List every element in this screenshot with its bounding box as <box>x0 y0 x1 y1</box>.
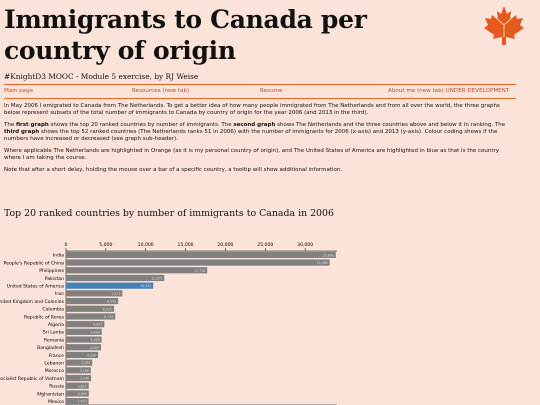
page-subtitle: #KnightD3 MOOC - Module 5 exercise, by R… <box>4 72 199 81</box>
nav-resume-link[interactable]: Resume <box>260 88 283 94</box>
category-label: India <box>53 253 64 259</box>
x-axis-top-tick-label: 30,000 <box>297 242 313 248</box>
bar <box>66 336 102 343</box>
chart-title: Top 20 ranked countries by number of imm… <box>4 208 334 219</box>
bar <box>66 290 123 297</box>
bar <box>66 382 89 389</box>
bar-value-label: 17,718 <box>194 269 205 273</box>
top20-bar-chart: 005,0005,00010,00010,00015,00015,00020,0… <box>0 242 337 405</box>
bar-value-label: 4,026 <box>87 353 96 357</box>
bar <box>66 251 336 258</box>
category-label: People's Republic of China <box>4 260 65 266</box>
bar-value-label: 4,490 <box>91 330 100 334</box>
bar-value-label: 4,393 <box>90 346 99 350</box>
bar-value-label: 3,290 <box>81 361 90 365</box>
category-label: Socialist Republic of Vietnam <box>0 376 65 382</box>
bar-value-label: 10,943 <box>140 284 151 288</box>
bar-value-label: 33,848 <box>323 253 334 257</box>
category-label: Mexico <box>48 399 64 405</box>
bar <box>66 267 208 274</box>
x-axis-top-tick-label: 20,000 <box>217 242 233 248</box>
bar-value-label: 33,080 <box>317 261 328 265</box>
bar <box>66 390 89 397</box>
bar <box>66 374 92 382</box>
main-nav: Main page Resources (new tab) Resume Abo… <box>4 88 516 96</box>
bar <box>66 344 102 351</box>
category-label: Lebanon <box>44 360 64 366</box>
category-label: Romania <box>44 337 64 343</box>
nav-resources-link[interactable]: Resources (new tab) <box>132 88 190 94</box>
bar-value-label: 3,109 <box>80 369 89 373</box>
bar-value-label: 6,178 <box>104 315 113 319</box>
maple-leaf-logo-icon <box>484 6 524 45</box>
bar-value-label: 4,468 <box>90 338 99 342</box>
bar <box>66 398 89 405</box>
bar <box>66 351 99 359</box>
bar-value-label: 2,852 <box>78 384 87 388</box>
category-label: France <box>49 353 64 359</box>
bar <box>66 274 165 282</box>
category-label: Iran <box>55 291 64 297</box>
category-label: Sri Lanka <box>43 330 64 336</box>
bar <box>66 259 330 266</box>
intro-paragraph-3: Where applicable The Netherlands are hig… <box>4 148 500 162</box>
bar <box>66 359 93 366</box>
bar-value-label: 6,031 <box>103 307 112 311</box>
bar-value-label: 12,329 <box>151 276 162 280</box>
bar <box>66 305 115 312</box>
bar-value-label: 2,830 <box>77 400 86 404</box>
category-label: Bangladesh <box>37 345 64 351</box>
category-label: Afghanistan <box>37 391 64 397</box>
bar <box>66 321 105 328</box>
intro-paragraph-4: Note that after a short delay, holding t… <box>4 166 343 173</box>
bar <box>66 313 116 320</box>
x-axis-top-tick-label: 25,000 <box>257 242 273 248</box>
bar-value-label: 7,073 <box>111 292 120 296</box>
category-label: Republic of Korea <box>24 314 64 320</box>
category-label: Philippines <box>39 268 64 274</box>
category-label: Russia <box>49 384 64 390</box>
bar <box>66 328 102 335</box>
bar-value-label: 6,542 <box>107 300 116 304</box>
x-axis-top-tick-label: 10,000 <box>138 242 154 248</box>
x-axis-top-tick-label: 0 <box>65 242 68 248</box>
category-label: United States of America <box>7 283 65 289</box>
category-label: Algeria <box>48 322 64 328</box>
nav-about-me-link[interactable]: About me (new tab) UNDER DEVELOPMENT <box>388 88 510 94</box>
intro-paragraph-2: The first graph shows the top 20 ranked … <box>4 121 506 143</box>
bar <box>66 367 91 374</box>
bar-value-label: 3,146 <box>80 377 89 381</box>
nav-main-page-link[interactable]: Main page <box>4 88 34 94</box>
x-axis-top-tick-label: 15,000 <box>178 242 194 248</box>
bar-value-label: 4,807 <box>93 323 102 327</box>
category-label: Colombia <box>42 307 64 313</box>
category-label: Morocco <box>45 368 64 374</box>
category-label: United Kingdom and Colonies <box>0 299 65 305</box>
intro-text: In May 2006 I emigrated to Canada from T… <box>4 103 516 179</box>
nav-top-divider <box>4 84 516 85</box>
intro-paragraph-1: In May 2006 I emigrated to Canada from T… <box>4 103 500 117</box>
category-label: Pakistan <box>45 276 64 282</box>
bar <box>66 282 154 289</box>
nav-bottom-divider <box>4 98 516 99</box>
page-title: Immigrants to Canada per country of orig… <box>4 5 367 65</box>
bar-value-label: 2,869 <box>78 392 87 396</box>
x-axis-top-tick-label: 5,000 <box>99 242 112 248</box>
bar <box>66 297 119 305</box>
